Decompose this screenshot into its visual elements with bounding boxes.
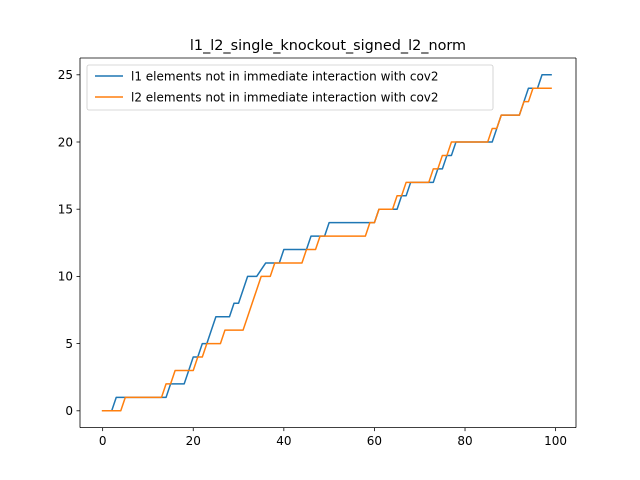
legend: l1 elements not in immediate interaction… [86, 64, 494, 111]
series-line-1 [101, 74, 552, 412]
plot-frame [79, 57, 577, 429]
x-tick-label: 0 [99, 434, 107, 448]
plot-area [80, 58, 576, 428]
legend-label-l1: l1 elements not in immediate interaction… [131, 70, 439, 84]
chart-title: l1_l2_single_knockout_signed_l2_norm [190, 38, 466, 54]
y-axis: 0 5 10 15 20 25 [58, 68, 80, 418]
x-tick-label: 100 [544, 434, 567, 448]
y-tick-label: 20 [58, 135, 73, 149]
series-group [101, 74, 552, 412]
series-line-2 [101, 87, 552, 412]
legend-label-l2: l2 elements not in immediate interaction… [131, 91, 439, 105]
y-tick-label: 10 [58, 270, 73, 284]
y-tick-label: 0 [65, 404, 73, 418]
x-tick-label: 40 [276, 434, 291, 448]
y-tick-label: 15 [58, 203, 73, 217]
x-axis: 0 20 40 60 80 100 [99, 427, 567, 448]
y-tick-label: 25 [58, 68, 73, 82]
x-tick-label: 80 [457, 434, 472, 448]
legend-box [86, 64, 494, 111]
y-tick-label: 5 [65, 337, 73, 351]
x-tick-label: 60 [367, 434, 382, 448]
x-tick-label: 20 [186, 434, 201, 448]
